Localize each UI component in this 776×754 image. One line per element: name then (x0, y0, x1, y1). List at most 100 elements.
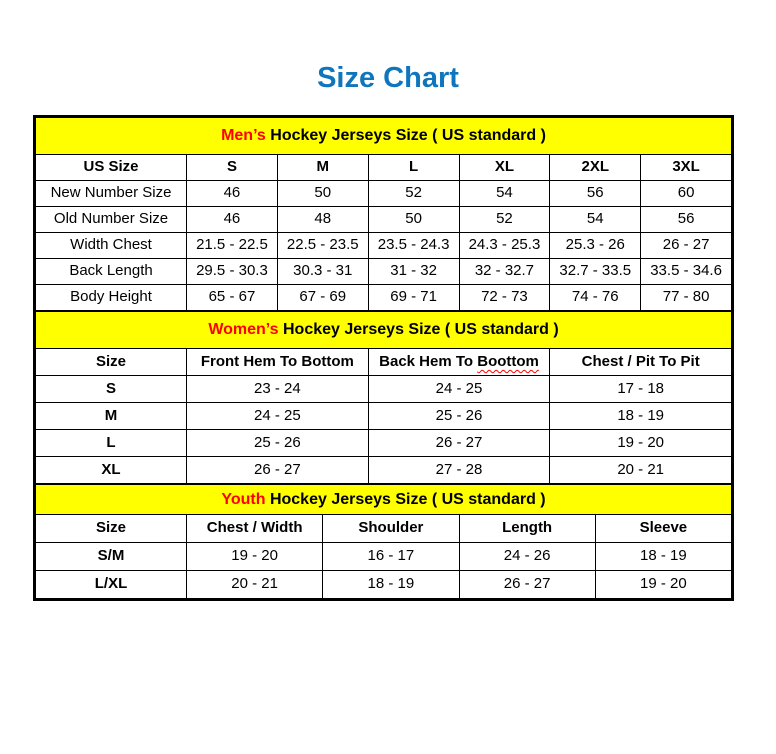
youth-section-title: Youth Hockey Jerseys Size ( US standard … (35, 484, 732, 515)
youth-row-label: S/M (34, 542, 188, 571)
womens-value-cell: 17 - 18 (549, 375, 732, 403)
youth-col-header-0: Size (34, 514, 188, 543)
mens-col-header-6: 3XL (640, 154, 732, 181)
youth-size-table: Youth Hockey Jerseys Size ( US standard … (34, 484, 733, 599)
mens-value-cell: 52 (367, 180, 460, 207)
womens-section-band: Women’s Hockey Jerseys Size ( US standar… (35, 311, 732, 349)
mens-value-cell: 50 (276, 180, 369, 207)
mens-value-cell: 54 (549, 206, 642, 233)
mens-header-row: US Size S M L XL 2XL 3XL (34, 154, 732, 181)
womens-col-header-0: Size (34, 348, 188, 376)
youth-col-header-3: Length (458, 514, 596, 543)
mens-value-cell: 50 (367, 206, 460, 233)
youth-col-header-2: Shoulder (322, 514, 460, 543)
womens-col-header-text: Back Hem To (379, 352, 478, 370)
womens-col-header-misspelled-word: Boottom (477, 352, 539, 370)
womens-size-table: Women’s Hockey Jerseys Size ( US standar… (34, 311, 732, 484)
womens-value-cell: 24 - 25 (367, 375, 551, 403)
womens-table-row: S 23 - 24 24 - 25 17 - 18 (34, 375, 732, 403)
womens-row-label: L (34, 429, 188, 457)
womens-col-header-3: Chest / Pit To Pit (549, 348, 732, 376)
mens-value-cell: 22.5 - 23.5 (276, 232, 369, 259)
womens-value-cell: 25 - 26 (367, 402, 551, 430)
youth-value-cell: 18 - 19 (594, 542, 733, 571)
mens-value-cell: 72 - 73 (458, 284, 551, 311)
mens-value-cell: 60 (640, 180, 732, 207)
mens-value-cell: 21.5 - 22.5 (186, 232, 278, 259)
mens-value-cell: 32.7 - 33.5 (549, 258, 642, 285)
youth-header-row: Size Chest / Width Shoulder Length Sleeve (34, 514, 733, 543)
womens-value-cell: 24 - 25 (186, 402, 369, 430)
womens-table-row: M 24 - 25 25 - 26 18 - 19 (34, 402, 732, 430)
mens-value-cell: 48 (276, 206, 369, 233)
womens-value-cell: 27 - 28 (367, 456, 551, 484)
womens-col-header-2: Back Hem To Boottom (367, 348, 551, 376)
youth-table-row: S/M 19 - 20 16 - 17 24 - 26 18 - 19 (34, 542, 733, 571)
mens-row-label: New Number Size (34, 180, 188, 207)
womens-value-cell: 26 - 27 (367, 429, 551, 457)
youth-value-cell: 24 - 26 (458, 542, 596, 571)
mens-col-header-3: L (367, 154, 460, 181)
youth-col-header-4: Sleeve (594, 514, 733, 543)
womens-section-title-highlight: Women’s (208, 321, 279, 339)
mens-row-label: Back Length (34, 258, 188, 285)
mens-value-cell: 67 - 69 (276, 284, 369, 311)
youth-section-title-rest: Hockey Jerseys Size ( US standard ) (265, 490, 546, 508)
mens-size-table: Men’s Hockey Jerseys Size ( US standard … (34, 117, 732, 311)
mens-value-cell: 24.3 - 25.3 (458, 232, 551, 259)
mens-table-row: Body Height 65 - 67 67 - 69 69 - 71 72 - 73 7… (34, 284, 732, 311)
youth-section-band: Youth Hockey Jerseys Size ( US standard … (35, 484, 732, 515)
youth-value-cell: 19 - 20 (186, 542, 324, 571)
womens-value-cell: 23 - 24 (186, 375, 369, 403)
mens-value-cell: 54 (458, 180, 551, 207)
mens-value-cell: 29.5 - 30.3 (186, 258, 278, 285)
mens-section-title-rest: Hockey Jerseys Size ( US standard ) (265, 127, 546, 145)
mens-value-cell: 52 (458, 206, 551, 233)
mens-value-cell: 23.5 - 24.3 (367, 232, 460, 259)
youth-row-label: L/XL (34, 570, 188, 599)
mens-row-label: Width Chest (34, 232, 188, 259)
womens-value-cell: 26 - 27 (186, 456, 369, 484)
mens-value-cell: 30.3 - 31 (276, 258, 369, 285)
womens-value-cell: 20 - 21 (549, 456, 732, 484)
womens-row-label: M (34, 402, 188, 430)
size-chart-tables: Men’s Hockey Jerseys Size ( US standard … (33, 115, 734, 601)
mens-value-cell: 74 - 76 (549, 284, 642, 311)
mens-value-cell: 65 - 67 (186, 284, 278, 311)
mens-value-cell: 69 - 71 (367, 284, 460, 311)
youth-value-cell: 19 - 20 (594, 570, 733, 599)
youth-value-cell: 18 - 19 (322, 570, 460, 599)
page-title: Size Chart (317, 62, 459, 94)
youth-value-cell: 26 - 27 (458, 570, 596, 599)
mens-value-cell: 56 (640, 206, 732, 233)
youth-col-header-1: Chest / Width (186, 514, 324, 543)
youth-section-title-highlight: Youth (221, 490, 266, 508)
mens-row-label: Old Number Size (34, 206, 188, 233)
womens-value-cell: 19 - 20 (549, 429, 732, 457)
youth-value-cell: 20 - 21 (186, 570, 324, 599)
mens-table-row: Old Number Size 46 48 50 52 54 56 (34, 206, 732, 233)
mens-section-band: Men’s Hockey Jerseys Size ( US standard … (35, 117, 732, 155)
mens-col-header-4: XL (458, 154, 551, 181)
mens-value-cell: 46 (186, 206, 278, 233)
mens-table-row: Width Chest 21.5 - 22.5 22.5 - 23.5 23.5 - … (34, 232, 732, 259)
mens-value-cell: 31 - 32 (367, 258, 460, 285)
mens-col-header-1: S (186, 154, 278, 181)
mens-col-header-0: US Size (34, 154, 188, 181)
mens-value-cell: 33.5 - 34.6 (640, 258, 732, 285)
mens-value-cell: 32 - 32.7 (458, 258, 551, 285)
womens-row-label: XL (34, 456, 188, 484)
mens-table-row: Back Length 29.5 - 30.3 30.3 - 31 31 - 32 32… (34, 258, 732, 285)
womens-col-header-1: Front Hem To Bottom (186, 348, 369, 376)
mens-section-title-highlight: Men’s (221, 127, 266, 145)
mens-value-cell: 77 - 80 (640, 284, 732, 311)
womens-section-title-rest: Hockey Jerseys Size ( US standard ) (278, 321, 559, 339)
womens-header-row: Size Front Hem To Bottom Back Hem To Boott… (34, 348, 732, 376)
womens-value-cell: 18 - 19 (549, 402, 732, 430)
womens-value-cell: 25 - 26 (186, 429, 369, 457)
mens-section-title: Men’s Hockey Jerseys Size ( US standard … (35, 117, 732, 155)
mens-col-header-5: 2XL (549, 154, 642, 181)
womens-table-row: XL 26 - 27 27 - 28 20 - 21 (34, 456, 732, 484)
youth-value-cell: 16 - 17 (322, 542, 460, 571)
mens-col-header-2: M (276, 154, 369, 181)
